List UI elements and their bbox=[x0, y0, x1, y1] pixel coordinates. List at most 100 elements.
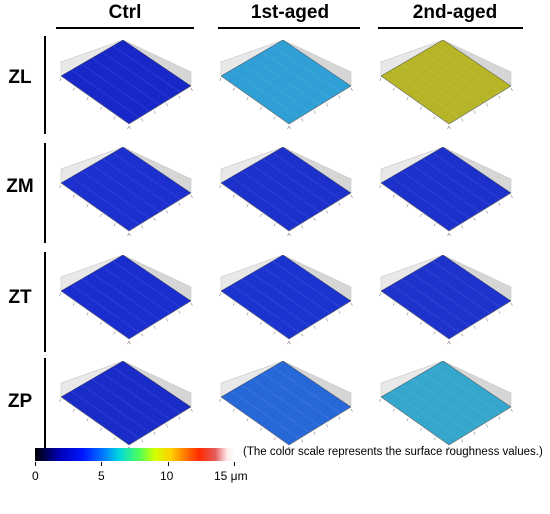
axis-tick bbox=[338, 416, 341, 420]
axis-tick bbox=[498, 310, 501, 314]
axis-tick bbox=[288, 232, 291, 237]
axis-tick bbox=[165, 210, 168, 214]
axis-tick bbox=[350, 87, 353, 92]
surface-texture-line bbox=[432, 260, 502, 308]
axis-tick bbox=[59, 184, 62, 189]
axis-tick bbox=[287, 446, 290, 451]
surface-texture-line bbox=[401, 170, 471, 219]
surface-texture-line bbox=[241, 384, 311, 433]
surface-plot-zm-ctrl bbox=[59, 147, 193, 237]
surface-texture-line bbox=[272, 366, 342, 414]
surface-texture-line bbox=[70, 390, 140, 440]
axis-tick bbox=[72, 194, 75, 198]
axis-tick bbox=[406, 204, 409, 208]
front-axes bbox=[380, 396, 512, 446]
axis-tick bbox=[288, 446, 291, 451]
front-axes bbox=[380, 290, 512, 340]
axis-tick bbox=[313, 431, 316, 435]
axis-tick bbox=[59, 398, 62, 403]
axis-tick bbox=[86, 97, 89, 101]
surface-texture-line bbox=[91, 272, 161, 321]
surface-texture-line bbox=[390, 176, 460, 226]
axis-tick bbox=[473, 217, 476, 221]
axis-tick bbox=[165, 318, 168, 322]
surface-texture-line bbox=[81, 384, 151, 433]
axis-tick bbox=[128, 232, 131, 237]
axis-tick bbox=[350, 302, 353, 307]
axis-tick bbox=[447, 340, 450, 345]
axis-tick bbox=[219, 398, 222, 403]
axis-tick bbox=[448, 340, 451, 345]
axis-tick bbox=[232, 302, 235, 306]
axis-tick bbox=[141, 225, 144, 229]
axis-tick bbox=[153, 431, 156, 435]
color-scale-caption: (The color scale represents the surface … bbox=[243, 446, 543, 458]
surface-texture-line bbox=[421, 266, 491, 315]
axis-tick bbox=[246, 312, 249, 316]
axis-tick bbox=[406, 312, 409, 316]
surface-texture-line bbox=[390, 390, 460, 440]
axis-tick bbox=[260, 427, 263, 431]
axis-tick bbox=[461, 225, 464, 229]
axis-tick bbox=[153, 110, 156, 114]
surface-texture-line bbox=[81, 63, 151, 112]
axis-tick bbox=[379, 398, 382, 403]
surface-texture-line bbox=[91, 57, 161, 106]
surface-texture-line bbox=[101, 266, 171, 315]
surface-texture-line bbox=[390, 284, 460, 334]
axis-tick bbox=[288, 125, 291, 130]
axis-tick bbox=[420, 213, 423, 217]
axis-tick bbox=[165, 103, 168, 107]
axis-tick bbox=[287, 232, 290, 237]
axis-tick bbox=[190, 302, 193, 307]
axis-tick bbox=[246, 418, 249, 422]
front-axes bbox=[220, 290, 352, 340]
axis-tick bbox=[190, 87, 193, 92]
axis-tick bbox=[510, 87, 513, 92]
axis-tick bbox=[325, 424, 328, 428]
axis-tick bbox=[461, 118, 464, 122]
front-axes bbox=[60, 75, 192, 125]
surface-texture-line bbox=[101, 372, 171, 421]
front-axes bbox=[60, 290, 192, 340]
axis-tick bbox=[113, 223, 116, 227]
axis-tick bbox=[338, 202, 341, 206]
surface-plot-zt-ctrl bbox=[59, 255, 193, 345]
axis-tick bbox=[86, 204, 89, 208]
color-scale-label-15: 15 μm bbox=[214, 469, 248, 483]
axis-tick bbox=[498, 202, 501, 206]
axis-tick bbox=[141, 439, 144, 443]
axis-tick bbox=[448, 232, 451, 237]
axis-tick bbox=[127, 232, 130, 237]
axis-tick bbox=[301, 333, 304, 337]
axis-tick bbox=[153, 217, 156, 221]
axis-tick bbox=[72, 302, 75, 306]
axis-tick bbox=[338, 310, 341, 314]
axis-tick bbox=[178, 416, 181, 420]
axis-tick bbox=[287, 125, 290, 130]
surface-texture-line bbox=[91, 164, 161, 213]
axis-tick bbox=[128, 340, 131, 345]
surface-texture-line bbox=[241, 278, 311, 327]
surface-plot-zm-1st-aged bbox=[219, 147, 353, 237]
surface-texture-line bbox=[70, 284, 140, 334]
axis-tick bbox=[219, 77, 222, 82]
column-underline-ctrl bbox=[56, 27, 194, 29]
axis-tick bbox=[510, 408, 513, 413]
column-underline-2nd-aged bbox=[378, 27, 523, 29]
surface-texture-line bbox=[401, 278, 471, 327]
axis-tick bbox=[473, 325, 476, 329]
surface-texture-line bbox=[261, 372, 331, 421]
axis-tick bbox=[100, 321, 103, 325]
color-scale-tick-0 bbox=[35, 462, 36, 466]
surface-texture-line bbox=[432, 366, 502, 414]
surface-texture-line bbox=[230, 176, 300, 226]
color-scale-label-0: 0 bbox=[32, 469, 39, 483]
color-scale-tick-10 bbox=[168, 462, 169, 466]
axis-tick bbox=[219, 292, 222, 297]
axis-tick bbox=[141, 118, 144, 122]
axis-tick bbox=[165, 424, 168, 428]
axis-tick bbox=[485, 318, 488, 322]
axis-tick bbox=[232, 194, 235, 198]
surface-texture-line bbox=[112, 45, 182, 93]
